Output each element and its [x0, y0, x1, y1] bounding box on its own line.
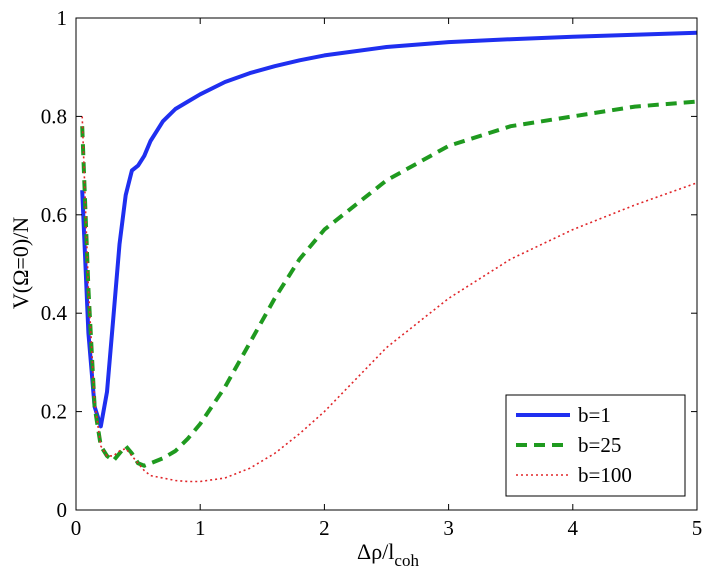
- series-line-2: [80, 99, 698, 468]
- x-tick-label-4: 4: [568, 516, 579, 540]
- x-tick-label-2: 2: [319, 516, 330, 540]
- y-tick-label-5: 1: [57, 6, 68, 30]
- legend-label-3: b=100: [578, 463, 632, 487]
- y-tick-label-4: 0.8: [41, 104, 67, 128]
- series-line-3: [81, 116, 698, 483]
- y-tick-label-1: 0.2: [41, 400, 67, 424]
- x-tick-label-1: 1: [195, 516, 206, 540]
- y-tick-label-0: 0: [57, 498, 68, 522]
- x-axis-label-subscript: coh: [394, 551, 419, 570]
- axes-frame: [75, 17, 698, 511]
- y-tick-label-2: 0.4: [41, 301, 68, 325]
- y-axis-label: V(Ω=0)/N: [8, 217, 33, 309]
- tick-labels: 0 1 2 3 4 5 0 0.2 0.4 0.6 0.8 1: [41, 6, 703, 540]
- x-tick-label-5: 5: [692, 516, 703, 540]
- x-tick-label-0: 0: [71, 516, 82, 540]
- x-axis-label-main: Δρ/l: [357, 539, 394, 564]
- series-layer: [80, 30, 698, 483]
- legend: b=1 b=25 b=100: [505, 394, 686, 497]
- series-line-1: [80, 30, 698, 429]
- axes: [75, 17, 698, 511]
- legend-label-1: b=1: [578, 403, 611, 427]
- x-tick-label-3: 3: [443, 516, 454, 540]
- y-tick-label-3: 0.6: [41, 203, 67, 227]
- x-axis-label: Δρ/lcoh: [357, 539, 419, 570]
- legend-label-2: b=25: [578, 433, 621, 457]
